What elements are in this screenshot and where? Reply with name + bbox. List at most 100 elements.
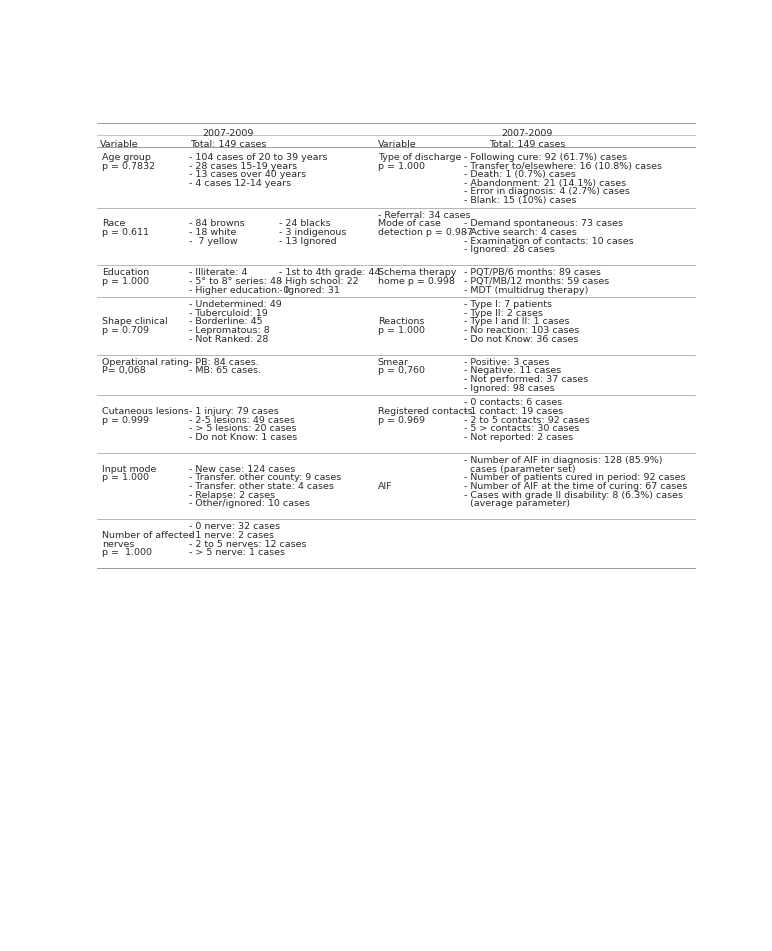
- Text: - 18 white: - 18 white: [189, 228, 236, 237]
- Text: Input mode: Input mode: [103, 465, 157, 474]
- Text: - 3 indigenous: - 3 indigenous: [279, 228, 347, 237]
- Text: - 1 injury: 79 cases: - 1 injury: 79 cases: [189, 407, 279, 416]
- Text: - 5° to 8° series: 48: - 5° to 8° series: 48: [189, 277, 283, 286]
- Text: - Do not Know: 36 cases: - Do not Know: 36 cases: [465, 335, 579, 343]
- Text: p = 0.999: p = 0.999: [103, 416, 150, 424]
- Text: - PQT/PB/6 months: 89 cases: - PQT/PB/6 months: 89 cases: [465, 268, 601, 278]
- Text: AIF: AIF: [378, 482, 392, 491]
- Text: P= 0,068: P= 0,068: [103, 366, 146, 376]
- Text: Race: Race: [103, 220, 126, 228]
- Text: Mode of case: Mode of case: [378, 220, 441, 228]
- Text: Shape clinical: Shape clinical: [103, 318, 168, 326]
- Text: - Type I: 7 patients: - Type I: 7 patients: [465, 301, 553, 309]
- Text: - MB: 65 cases.: - MB: 65 cases.: [189, 366, 262, 376]
- Text: - Undetermined: 49: - Undetermined: 49: [189, 301, 282, 309]
- Text: - Blank: 15 (10%) cases: - Blank: 15 (10%) cases: [465, 196, 577, 205]
- Text: - Demand spontaneous: 73 cases: - Demand spontaneous: 73 cases: [465, 220, 624, 228]
- Text: - 84 browns: - 84 browns: [189, 220, 245, 228]
- Text: Cutaneous lesions: Cutaneous lesions: [103, 407, 189, 416]
- Text: 2007-2009: 2007-2009: [202, 128, 254, 138]
- Text: - High school: 22: - High school: 22: [279, 277, 359, 286]
- Text: Smear: Smear: [378, 358, 408, 367]
- Text: - Transfer. other county: 9 cases: - Transfer. other county: 9 cases: [189, 474, 341, 482]
- Text: - MDT (multidrug therapy): - MDT (multidrug therapy): [465, 285, 589, 295]
- Text: Type of discharge: Type of discharge: [378, 153, 461, 162]
- Text: - Ignored: 98 cases: - Ignored: 98 cases: [465, 384, 555, 393]
- Text: - > 5 nerve: 1 cases: - > 5 nerve: 1 cases: [189, 548, 285, 557]
- Text: Total: 149 cases: Total: 149 cases: [190, 140, 266, 148]
- Text: - Higher education: 0: - Higher education: 0: [189, 285, 290, 295]
- Text: - Transfer to/elsewhere: 16 (10.8%) cases: - Transfer to/elsewhere: 16 (10.8%) case…: [465, 162, 662, 170]
- Text: detection p = 0.987: detection p = 0.987: [378, 228, 472, 237]
- Text: -  7 yellow: - 7 yellow: [189, 237, 238, 245]
- Text: - PQT/MB/12 months: 59 cases: - PQT/MB/12 months: 59 cases: [465, 277, 610, 286]
- Text: - Error in diagnosis: 4 (2.7%) cases: - Error in diagnosis: 4 (2.7%) cases: [465, 187, 630, 197]
- Text: - Number of patients cured in period: 92 cases: - Number of patients cured in period: 92…: [465, 474, 686, 482]
- Text: - Abandonment: 21 (14.1%) cases: - Abandonment: 21 (14.1%) cases: [465, 179, 627, 188]
- Text: - Not performed: 37 cases: - Not performed: 37 cases: [465, 375, 589, 384]
- Text: - Transfer. other state: 4 cases: - Transfer. other state: 4 cases: [189, 482, 334, 491]
- Text: - New case: 124 cases: - New case: 124 cases: [189, 465, 296, 474]
- Text: - Tuberculoid: 19: - Tuberculoid: 19: [189, 309, 268, 318]
- Text: p = 0,760: p = 0,760: [378, 366, 425, 376]
- Text: - 5 > contacts: 30 cases: - 5 > contacts: 30 cases: [465, 424, 580, 433]
- Text: - Negative: 11 cases: - Negative: 11 cases: [465, 366, 562, 376]
- Text: - Following cure: 92 (61.7%) cases: - Following cure: 92 (61.7%) cases: [465, 153, 628, 162]
- Text: - Number of AIF at the time of curing: 67 cases: - Number of AIF at the time of curing: 6…: [465, 482, 688, 491]
- Text: - Referral: 34 cases: - Referral: 34 cases: [378, 210, 470, 220]
- Text: - > 5 lesions: 20 cases: - > 5 lesions: 20 cases: [189, 424, 296, 433]
- Text: - 13 Ignored: - 13 Ignored: [279, 237, 337, 245]
- Text: (average parameter): (average parameter): [465, 499, 571, 508]
- Text: - 2 to 5 contacts: 92 cases: - 2 to 5 contacts: 92 cases: [465, 416, 591, 424]
- Text: - 1 nerve: 2 cases: - 1 nerve: 2 cases: [189, 531, 274, 540]
- Text: - Lepromatous: 8: - Lepromatous: 8: [189, 326, 270, 335]
- Text: - 28 cases 15-19 years: - 28 cases 15-19 years: [189, 162, 297, 170]
- Text: Age group: Age group: [103, 153, 151, 162]
- Text: - Not reported: 2 cases: - Not reported: 2 cases: [465, 433, 574, 442]
- Text: - No reaction: 103 cases: - No reaction: 103 cases: [465, 326, 580, 335]
- Text: Number of affected: Number of affected: [103, 531, 195, 540]
- Text: home p = 0.998: home p = 0.998: [378, 277, 455, 286]
- Text: - 2-5 lesions: 49 cases: - 2-5 lesions: 49 cases: [189, 416, 295, 424]
- Text: nerves: nerves: [103, 539, 135, 549]
- Text: p = 1.000: p = 1.000: [378, 326, 425, 335]
- Text: - 4 cases 12-14 years: - 4 cases 12-14 years: [189, 179, 291, 188]
- Text: - Not Ranked: 28: - Not Ranked: 28: [189, 335, 269, 343]
- Text: - Illiterate: 4: - Illiterate: 4: [189, 268, 248, 278]
- Text: - Ignored: 28 cases: - Ignored: 28 cases: [465, 245, 555, 254]
- Text: - 0 nerve: 32 cases: - 0 nerve: 32 cases: [189, 522, 280, 532]
- Text: - Do not Know: 1 cases: - Do not Know: 1 cases: [189, 433, 297, 442]
- Text: Variable: Variable: [100, 140, 138, 148]
- Text: - Examination of contacts: 10 cases: - Examination of contacts: 10 cases: [465, 237, 634, 245]
- Text: - Borderline: 45: - Borderline: 45: [189, 318, 262, 326]
- Text: - 104 cases of 20 to 39 years: - 104 cases of 20 to 39 years: [189, 153, 328, 162]
- Text: - 1 contact: 19 cases: - 1 contact: 19 cases: [465, 407, 564, 416]
- Text: - 2 to 5 nerves: 12 cases: - 2 to 5 nerves: 12 cases: [189, 539, 306, 549]
- Text: - Relapse: 2 cases: - Relapse: 2 cases: [189, 491, 276, 499]
- Text: p = 1.000: p = 1.000: [103, 277, 150, 286]
- Text: - Death: 1 (0.7%) cases: - Death: 1 (0.7%) cases: [465, 170, 577, 179]
- Text: Schema therapy: Schema therapy: [378, 268, 456, 278]
- Text: Education: Education: [103, 268, 150, 278]
- Text: 2007-2009: 2007-2009: [502, 128, 553, 138]
- Text: - PB: 84 cases.: - PB: 84 cases.: [189, 358, 259, 367]
- Text: - Cases with grade II disability: 8 (6.3%) cases: - Cases with grade II disability: 8 (6.3…: [465, 491, 683, 499]
- Text: p = 1.000: p = 1.000: [103, 474, 150, 482]
- Text: - Number of AIF in diagnosis: 128 (85.9%): - Number of AIF in diagnosis: 128 (85.9%…: [465, 456, 663, 465]
- Text: p =  1.000: p = 1.000: [103, 548, 153, 557]
- Text: - Type I and II: 1 cases: - Type I and II: 1 cases: [465, 318, 570, 326]
- Text: - 13 cases over 40 years: - 13 cases over 40 years: [189, 170, 306, 179]
- Text: - Other/ignored: 10 cases: - Other/ignored: 10 cases: [189, 499, 310, 508]
- Text: Registered contacts: Registered contacts: [378, 407, 472, 416]
- Text: Variable: Variable: [378, 140, 416, 148]
- Text: p = 0.709: p = 0.709: [103, 326, 150, 335]
- Text: p = 1.000: p = 1.000: [378, 162, 425, 170]
- Text: - Type II: 2 cases: - Type II: 2 cases: [465, 309, 543, 318]
- Text: Total: 149 cases: Total: 149 cases: [489, 140, 565, 148]
- Text: - Active search: 4 cases: - Active search: 4 cases: [465, 228, 577, 237]
- Text: - Positive: 3 cases: - Positive: 3 cases: [465, 358, 550, 367]
- Text: cases (parameter set): cases (parameter set): [465, 465, 576, 474]
- Text: - 1st to 4th grade: 44: - 1st to 4th grade: 44: [279, 268, 381, 278]
- Text: - 24 blacks: - 24 blacks: [279, 220, 330, 228]
- Text: p = 0.7832: p = 0.7832: [103, 162, 156, 170]
